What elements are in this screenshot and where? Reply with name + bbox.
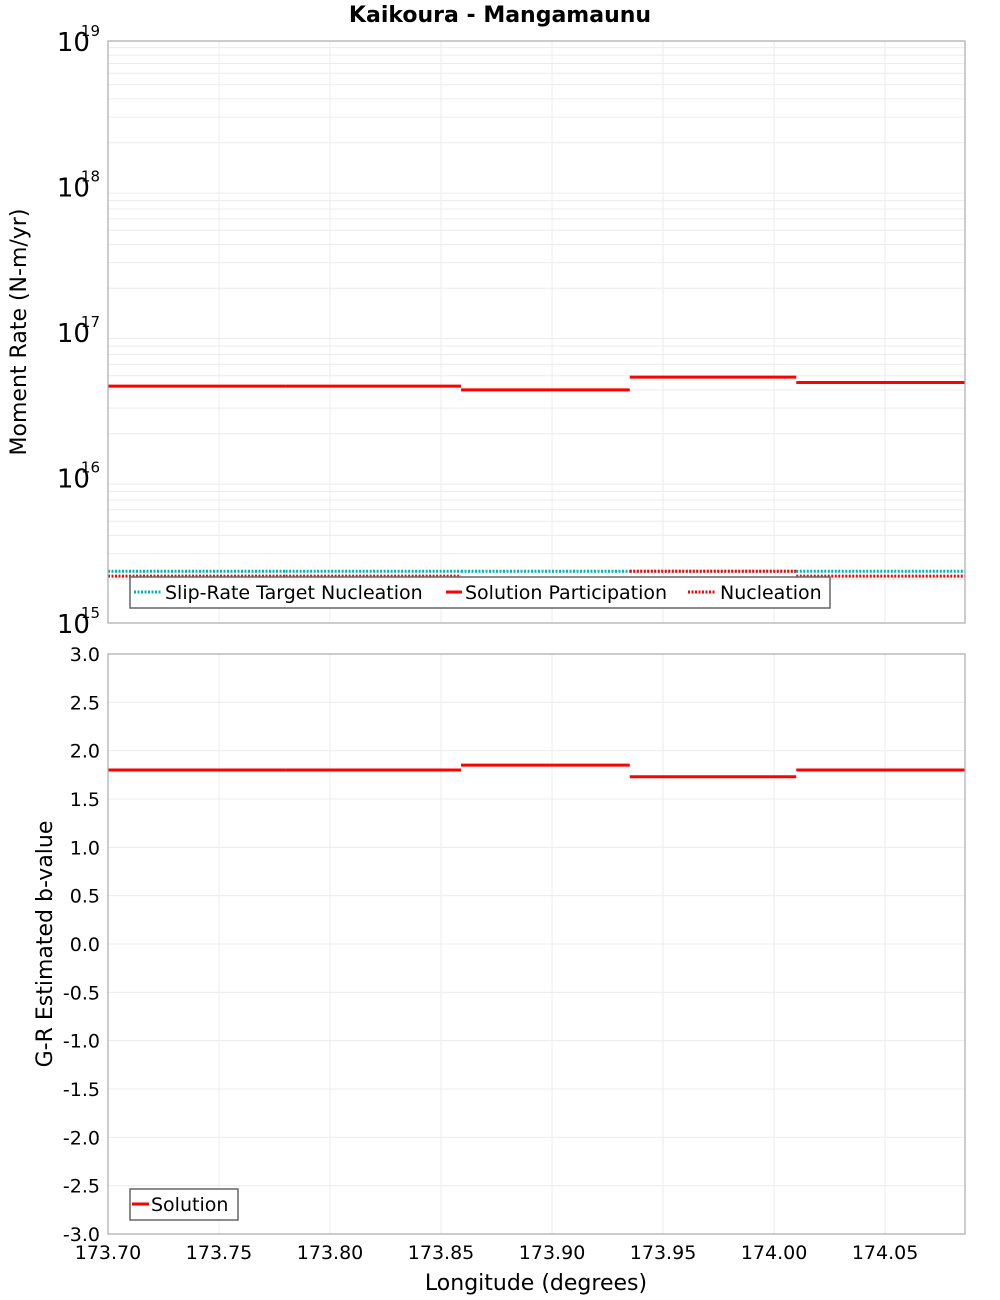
y-tick-label: -1.5 <box>63 1079 100 1101</box>
y-tick-label: 1016 <box>57 459 100 495</box>
y-tick-label: 3.0 <box>70 644 100 666</box>
x-tick-label: 174.00 <box>741 1242 807 1264</box>
legend-label-participation: Solution Participation <box>465 582 667 604</box>
y-tick-label: 1018 <box>57 168 100 204</box>
y-tick-label: -0.5 <box>63 982 100 1004</box>
y-tick-label: 1015 <box>57 604 100 640</box>
y-tick-label: 1019 <box>57 22 100 58</box>
bottom-y-tick-labels: 3.0 2.5 2.0 1.5 1.0 0.5 0.0 -0.5 -1.0 -1.5 -2.0 -2.… <box>63 644 100 1246</box>
bottom-gridlines <box>108 654 965 1234</box>
top-series <box>108 377 965 579</box>
b-value-panel: 3.0 2.5 2.0 1.5 1.0 0.5 0.0 -0.5 -1.0 -1.5 -2.0 -2.… <box>33 644 965 1296</box>
legend-label-target: Slip-Rate Target Nucleation <box>165 582 423 604</box>
top-y-tick-labels: 1019 1018 1017 1016 1015 <box>57 22 100 640</box>
y-tick-label: 1017 <box>57 313 100 349</box>
y-tick-label: -2.0 <box>63 1127 100 1149</box>
y-tick-label: 0.5 <box>70 886 100 908</box>
x-tick-label: 173.90 <box>519 1242 585 1264</box>
y-tick-label: 2.0 <box>70 741 100 763</box>
x-tick-label: 173.75 <box>186 1242 252 1264</box>
y-tick-label: 1.0 <box>70 837 100 859</box>
top-y-axis-label: Moment Rate (N-m/yr) <box>7 209 32 456</box>
y-tick-label: -2.5 <box>63 1176 100 1198</box>
top-legend: Slip-Rate Target Nucleation Solution Par… <box>130 577 830 608</box>
bottom-legend: Solution <box>130 1189 238 1220</box>
y-tick-label: -1.0 <box>63 1031 100 1053</box>
chart-title: Kaikoura - Mangamaunu <box>349 3 651 28</box>
x-tick-labels: 173.70 173.75 173.80 173.85 173.90 173.95 174.… <box>75 1242 919 1264</box>
x-tick-label: 173.80 <box>297 1242 363 1264</box>
chart-canvas: Kaikoura - Mangamaunu 101910181017101610… <box>0 0 1000 1300</box>
x-tick-label: 173.95 <box>630 1242 696 1264</box>
y-tick-label: 2.5 <box>70 692 100 714</box>
x-tick-label: 174.05 <box>852 1242 918 1264</box>
x-tick-label: 173.85 <box>408 1242 474 1264</box>
y-tick-label: 1.5 <box>70 789 100 811</box>
top-gridlines <box>108 41 965 623</box>
legend-label-nucleation: Nucleation <box>720 582 822 604</box>
x-axis-label: Longitude (degrees) <box>425 1271 647 1296</box>
y-tick-label: 0.0 <box>70 934 100 956</box>
moment-rate-panel: 1019 1018 1017 1016 1015 Moment Rate (N-m/yr… <box>7 22 965 640</box>
bottom-y-axis-label: G-R Estimated b-value <box>33 821 58 1068</box>
bottom-series <box>108 765 965 777</box>
legend-label-solution: Solution <box>151 1194 228 1216</box>
x-tick-label: 173.70 <box>75 1242 141 1264</box>
